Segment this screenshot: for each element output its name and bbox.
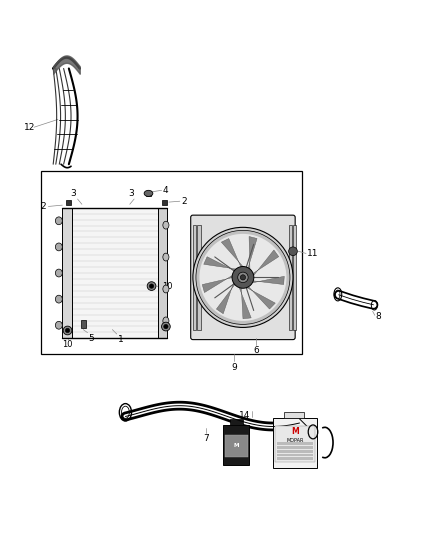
Text: 12: 12 [24, 123, 35, 132]
Bar [293, 225, 297, 329]
Text: 10: 10 [162, 282, 173, 292]
Polygon shape [248, 237, 257, 269]
Bar [273, 417, 317, 467]
Ellipse shape [163, 253, 169, 261]
Ellipse shape [55, 269, 62, 277]
Circle shape [147, 282, 156, 290]
Ellipse shape [163, 317, 169, 325]
Bar [284, 411, 304, 417]
Text: 2: 2 [181, 197, 187, 206]
Text: 10: 10 [62, 341, 73, 350]
Bar [275, 425, 315, 462]
Text: 2: 2 [41, 202, 46, 211]
Bar [197, 225, 201, 329]
Bar [41, 171, 302, 353]
Circle shape [164, 325, 168, 329]
Text: 7: 7 [203, 434, 209, 443]
Bar [277, 446, 314, 449]
Bar [277, 454, 314, 456]
Polygon shape [216, 283, 235, 314]
Text: MOPAR: MOPAR [286, 438, 304, 442]
Bar [289, 225, 292, 329]
Ellipse shape [163, 221, 169, 229]
Circle shape [196, 230, 290, 325]
Text: 6: 6 [253, 346, 259, 355]
Bar [66, 200, 71, 205]
Bar [277, 457, 314, 460]
Text: 1: 1 [118, 335, 124, 344]
Text: 3: 3 [71, 189, 76, 198]
Bar [223, 425, 250, 465]
Bar [158, 208, 167, 338]
Ellipse shape [163, 285, 169, 293]
Polygon shape [252, 276, 284, 285]
Bar [193, 225, 196, 329]
Circle shape [65, 328, 70, 333]
Text: 5: 5 [88, 334, 94, 343]
Text: 11: 11 [307, 249, 319, 258]
Circle shape [238, 272, 248, 282]
Ellipse shape [55, 295, 62, 303]
Ellipse shape [55, 243, 62, 251]
Circle shape [232, 266, 254, 288]
Bar [162, 200, 167, 205]
Circle shape [193, 228, 293, 327]
Circle shape [162, 322, 170, 331]
Ellipse shape [144, 190, 153, 197]
Text: M: M [233, 443, 239, 448]
Circle shape [289, 247, 297, 256]
Bar [277, 442, 314, 445]
Text: M: M [291, 427, 299, 436]
Bar [62, 208, 72, 338]
Polygon shape [247, 287, 276, 309]
Ellipse shape [55, 217, 62, 225]
Text: 9: 9 [231, 363, 237, 372]
Polygon shape [202, 276, 232, 293]
Polygon shape [239, 288, 251, 319]
Bar [146, 191, 151, 196]
Ellipse shape [55, 321, 62, 329]
Circle shape [63, 326, 72, 335]
Text: 4: 4 [163, 186, 169, 195]
Bar [81, 320, 86, 328]
FancyBboxPatch shape [191, 215, 295, 340]
Circle shape [199, 234, 286, 321]
Polygon shape [204, 257, 236, 271]
Bar [277, 450, 314, 453]
Circle shape [240, 275, 246, 280]
Bar [225, 435, 248, 457]
Text: 3: 3 [128, 189, 134, 198]
Circle shape [149, 284, 154, 288]
Text: 14: 14 [239, 411, 251, 421]
Polygon shape [253, 250, 279, 276]
Polygon shape [221, 239, 243, 266]
Bar [72, 208, 158, 338]
Bar [230, 419, 243, 425]
Text: 8: 8 [376, 312, 381, 321]
